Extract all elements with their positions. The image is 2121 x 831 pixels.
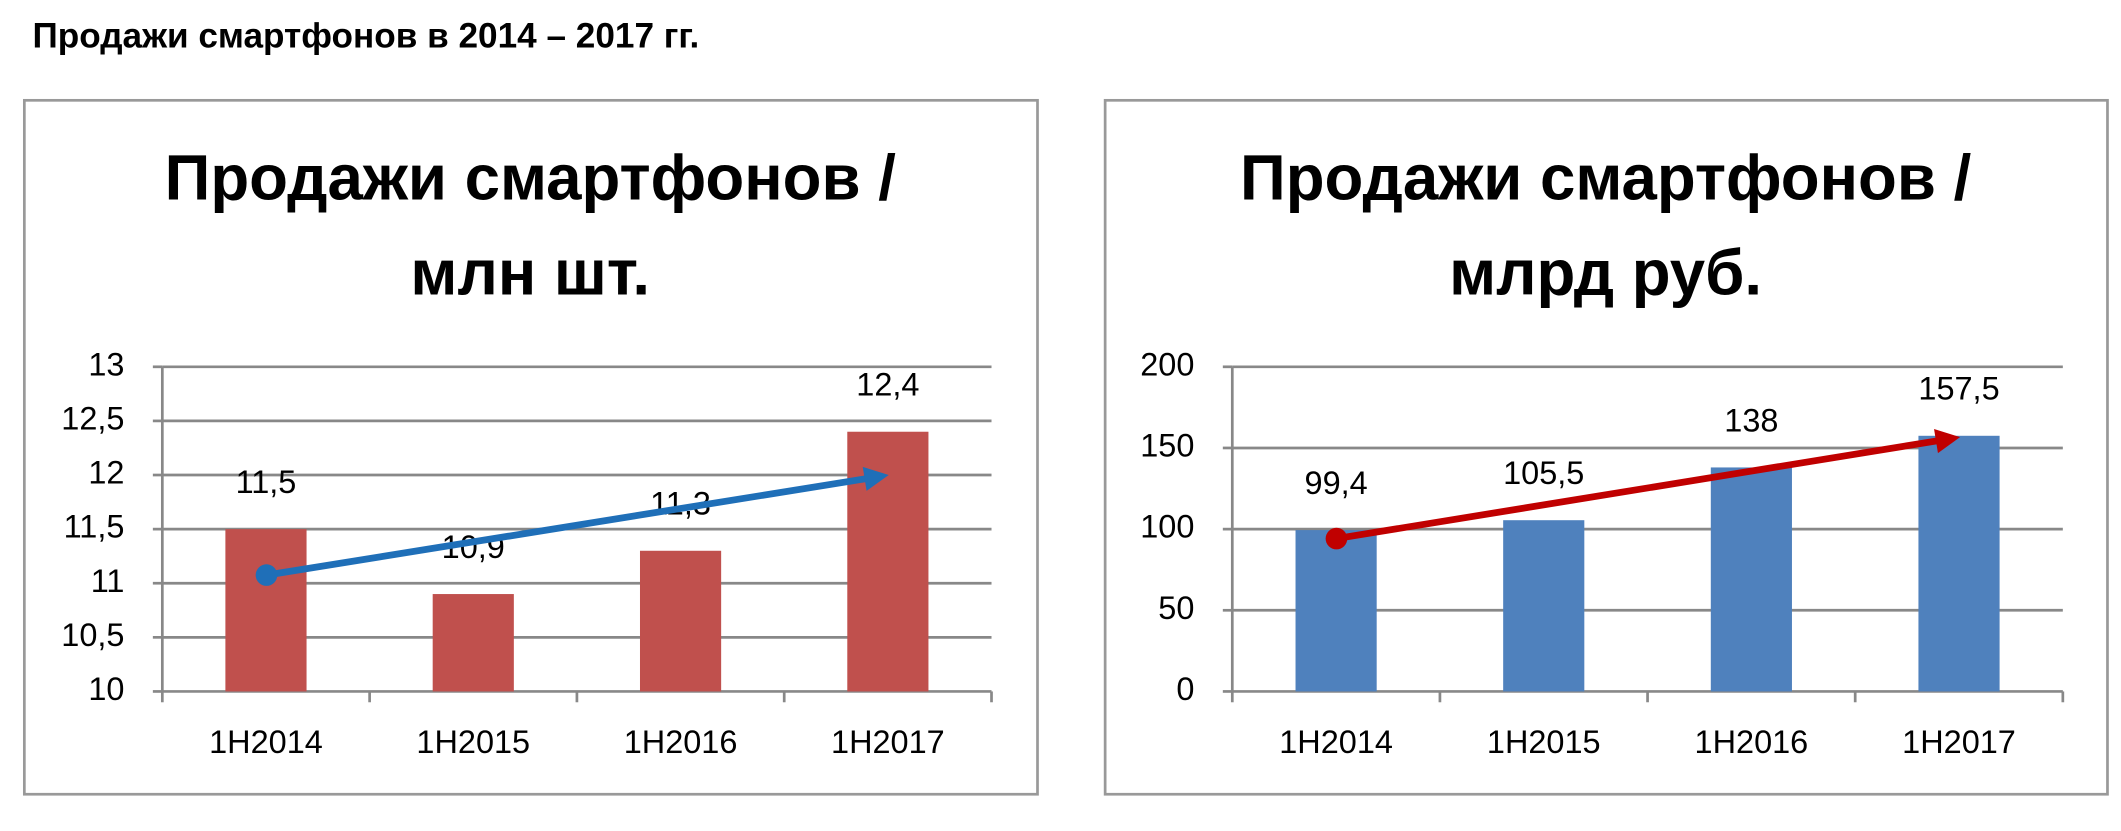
trend-arrow bbox=[1335, 435, 1948, 542]
x-tick-label: 1H2015 bbox=[1487, 724, 1601, 760]
chart-title: Продажи смартфонов / bbox=[1240, 143, 1972, 214]
trend-start bbox=[1325, 527, 1348, 550]
y-tick-label: 150 bbox=[1140, 428, 1194, 464]
chart-title: Продажи смартфонов / bbox=[165, 143, 897, 214]
bar bbox=[1503, 520, 1585, 692]
trend-arrow bbox=[265, 473, 876, 579]
value-label: 99,4 bbox=[1305, 465, 1368, 501]
y-tick-label: 11,5 bbox=[64, 509, 125, 545]
y-tick-label: 11 bbox=[91, 563, 125, 599]
value-label: 157,5 bbox=[1918, 371, 1999, 407]
value-label: 138 bbox=[1724, 402, 1778, 438]
y-tick-label: 10 bbox=[88, 671, 124, 707]
page-title: Продажи смартфонов в 2014 – 2017 гг. bbox=[32, 16, 699, 55]
y-tick-label: 0 bbox=[1176, 671, 1194, 707]
x-tick-label: 1H2017 bbox=[1902, 724, 2016, 760]
bar bbox=[225, 529, 307, 692]
x-tick-label: 1H2017 bbox=[831, 724, 945, 760]
x-tick-label: 1H2015 bbox=[416, 724, 530, 760]
trend-head bbox=[1934, 429, 1961, 454]
bar bbox=[432, 594, 514, 692]
y-tick-label: 50 bbox=[1158, 590, 1194, 626]
bar bbox=[1918, 435, 2000, 692]
value-label: 105,5 bbox=[1503, 455, 1584, 491]
bar bbox=[847, 431, 929, 692]
y-tick-label: 200 bbox=[1140, 346, 1194, 382]
trend-start bbox=[255, 564, 278, 586]
trend-arrows bbox=[255, 429, 1961, 586]
x-tick-label: 1H2014 bbox=[209, 724, 323, 760]
x-tick-label: 1H2016 bbox=[624, 724, 738, 760]
y-tick-label: 13 bbox=[88, 346, 124, 382]
value-label: 11,5 bbox=[236, 464, 297, 500]
bar bbox=[639, 550, 722, 692]
chart-title: млрд руб. bbox=[1449, 237, 1762, 308]
y-tick-label: 12 bbox=[88, 455, 124, 491]
y-tick-label: 10,5 bbox=[61, 617, 124, 653]
chart-title: млн шт. bbox=[410, 237, 650, 308]
trend-head bbox=[862, 466, 889, 491]
bar bbox=[1295, 530, 1377, 692]
y-tick-label: 100 bbox=[1140, 509, 1194, 545]
value-label: 12,4 bbox=[856, 367, 919, 403]
x-tick-label: 1H2016 bbox=[1695, 724, 1809, 760]
bar bbox=[1710, 467, 1792, 692]
x-tick-label: 1H2014 bbox=[1279, 724, 1393, 760]
y-tick-label: 12,5 bbox=[61, 400, 124, 436]
